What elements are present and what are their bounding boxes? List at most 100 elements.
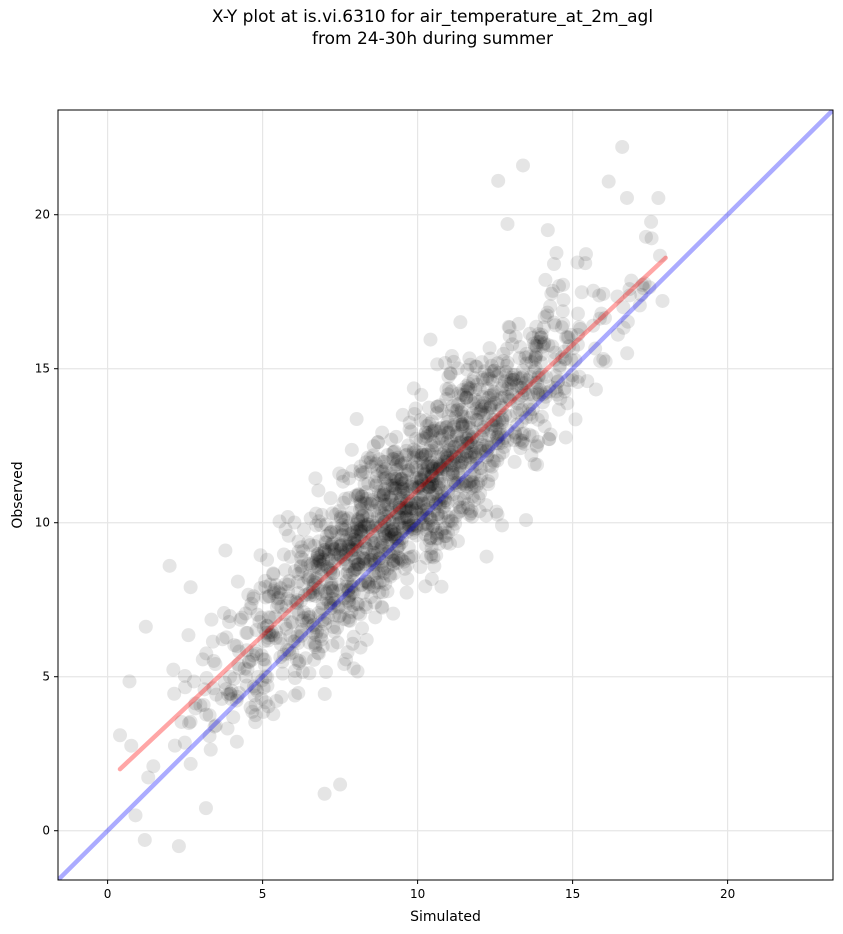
data-point <box>572 319 587 334</box>
data-point <box>224 683 239 698</box>
data-point <box>460 436 475 451</box>
data-point <box>353 527 368 542</box>
data-point <box>387 478 402 493</box>
data-point <box>367 546 382 561</box>
data-point <box>433 462 448 477</box>
data-point <box>377 526 392 541</box>
data-point <box>360 496 375 511</box>
data-point <box>394 491 409 506</box>
data-point <box>383 466 398 481</box>
data-point <box>529 439 544 454</box>
data-point <box>344 580 359 595</box>
data-point <box>456 500 471 515</box>
data-point <box>256 680 271 695</box>
data-point <box>361 517 376 532</box>
data-point <box>378 470 393 485</box>
data-point <box>250 607 265 622</box>
data-point <box>327 556 342 571</box>
data-point <box>527 338 542 353</box>
data-point <box>474 460 489 475</box>
data-point <box>269 624 284 639</box>
chart-title-line-1: X-Y plot at is.vi.6310 for air_temperatu… <box>211 7 654 27</box>
data-point <box>469 359 484 374</box>
data-point <box>421 494 436 509</box>
data-point <box>389 457 404 472</box>
data-point <box>413 451 428 466</box>
data-point <box>530 385 545 400</box>
data-point <box>557 344 572 359</box>
data-point <box>262 589 277 604</box>
data-point <box>380 535 395 550</box>
data-point <box>441 425 456 440</box>
data-point <box>354 522 369 537</box>
data-point <box>529 438 544 453</box>
data-point <box>388 458 403 473</box>
data-point <box>443 433 458 448</box>
data-point <box>453 465 468 480</box>
data-point <box>432 461 447 476</box>
data-point <box>495 445 510 460</box>
data-point <box>469 401 484 416</box>
data-point <box>464 432 479 447</box>
data-point <box>306 625 321 640</box>
data-point <box>432 470 447 485</box>
data-point <box>380 477 395 492</box>
data-point <box>400 486 415 501</box>
data-point <box>476 423 491 438</box>
data-point <box>454 405 469 420</box>
data-point <box>389 534 404 549</box>
data-point <box>370 463 385 478</box>
data-point <box>341 539 356 554</box>
data-point <box>459 432 474 447</box>
data-point <box>294 624 309 639</box>
data-point <box>345 579 360 594</box>
data-point <box>273 581 288 596</box>
data-point <box>361 520 376 535</box>
data-point <box>357 518 372 533</box>
data-point <box>314 507 329 522</box>
data-point <box>356 554 371 569</box>
data-point <box>443 447 458 462</box>
data-point <box>338 567 353 582</box>
data-point <box>489 419 504 434</box>
data-point <box>308 559 323 574</box>
data-point <box>327 541 342 556</box>
data-point <box>346 661 361 676</box>
data-point <box>474 402 489 417</box>
data-point <box>526 336 541 351</box>
data-point <box>248 644 263 659</box>
data-point <box>439 420 454 435</box>
data-point <box>315 546 330 561</box>
data-point <box>321 547 336 562</box>
data-point <box>516 363 531 378</box>
data-point <box>408 495 423 510</box>
data-point <box>409 528 424 543</box>
data-point <box>463 435 478 450</box>
data-point <box>403 504 418 519</box>
data-point <box>554 320 569 335</box>
data-point <box>268 578 283 593</box>
data-point <box>524 355 539 370</box>
data-point <box>456 442 471 457</box>
data-point <box>347 534 362 549</box>
data-point <box>278 522 293 537</box>
data-point <box>339 556 354 571</box>
data-point <box>409 471 424 486</box>
data-point <box>413 502 428 517</box>
data-point <box>303 588 318 603</box>
data-point <box>482 458 497 473</box>
data-point <box>622 282 637 297</box>
data-point <box>325 506 340 521</box>
data-point <box>524 410 539 425</box>
data-point <box>388 531 403 546</box>
data-point <box>435 462 450 477</box>
data-point <box>547 257 561 271</box>
data-point <box>473 403 488 418</box>
data-point <box>206 653 221 668</box>
data-point <box>301 572 316 587</box>
data-point <box>401 517 416 532</box>
plot-frame <box>57 109 834 881</box>
data-point <box>371 496 386 511</box>
data-point <box>457 455 472 470</box>
data-point <box>439 535 454 550</box>
